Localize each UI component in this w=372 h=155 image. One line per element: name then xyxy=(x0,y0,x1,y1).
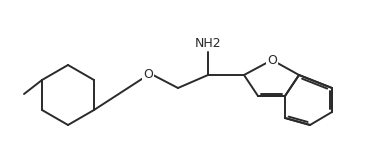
Text: O: O xyxy=(267,53,277,66)
Text: O: O xyxy=(143,69,153,82)
Text: NH2: NH2 xyxy=(195,37,221,50)
